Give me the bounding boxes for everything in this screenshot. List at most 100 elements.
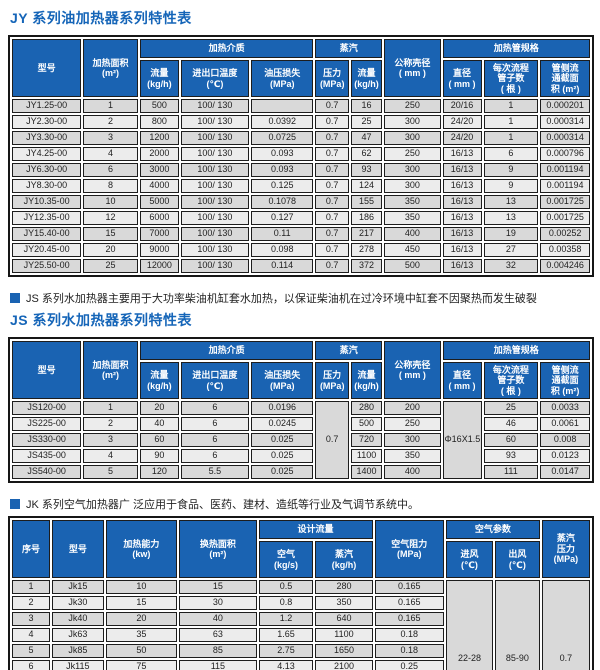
js-col-header-cross-area: 管侧流 通截面 积 (m²) xyxy=(540,362,590,399)
table-cell: 6 xyxy=(12,660,51,670)
table-row: JY20.45-00 20 9000 100/ 130 0.098 0.7 278 450 16… xyxy=(12,243,590,257)
table-cell: 85 xyxy=(179,644,257,658)
table-row: 3 Jk40 20 40 1.2 640 0.165 xyxy=(12,612,590,626)
table-cell: 1 xyxy=(83,401,138,415)
table-cell: 1400 xyxy=(350,465,383,479)
jy-section-title: JY 系列油加热器系列特性表 xyxy=(10,10,192,26)
table-cell: 5000 xyxy=(139,195,179,209)
jy-col-header-oil-loss: 油压损失 (MPa) xyxy=(250,60,314,97)
table-cell: 720 xyxy=(350,433,383,447)
table-cell: 100/ 130 xyxy=(180,99,249,113)
table-cell: 0.0033 xyxy=(540,401,590,415)
table-cell: 1200 xyxy=(139,131,179,145)
jk-col-header-no: 序号 xyxy=(12,520,51,578)
table-cell: 0.093 xyxy=(250,147,314,161)
table-cell: 0.11 xyxy=(250,227,314,241)
jk-table: 序号 型号 加热能力 (kw) 换热面积 (m²) 设计流量 空气阻力 (MPa… xyxy=(8,516,594,670)
table-cell: 16/13 xyxy=(442,227,482,241)
table-cell: 280 xyxy=(350,401,383,415)
table-cell: 0.7 xyxy=(315,227,349,241)
table-cell: 2100 xyxy=(315,660,373,670)
table-row: JS120-00 1 20 6 0.0196 0.7 280 200 Φ16X1.5 25 0.00… xyxy=(12,401,590,479)
table-cell: 0.127 xyxy=(250,211,314,225)
jk-group-header-air-params: 空气参数 xyxy=(445,520,540,539)
js-col-header-diameter: 直径 ( mm ) xyxy=(442,362,482,399)
table-cell: 4000 xyxy=(139,179,179,193)
table-cell: Jk40 xyxy=(52,612,104,626)
table-cell: 10 xyxy=(105,580,178,594)
table-cell: 300 xyxy=(384,131,441,145)
table-cell: 0.0196 xyxy=(250,401,314,415)
table-cell: 0.0392 xyxy=(250,115,314,129)
table-cell: 0.7 xyxy=(315,147,349,161)
table-cell: 372 xyxy=(350,259,383,273)
table-cell: 450 xyxy=(384,243,441,257)
table-cell: 4 xyxy=(83,147,138,161)
jk-col-header-outlet: 出风 (℃) xyxy=(494,541,540,578)
table-cell: 1 xyxy=(483,99,539,113)
table-cell: 0.0123 xyxy=(540,449,590,463)
table-cell: 0.000314 xyxy=(540,115,590,129)
table-cell: 25 xyxy=(83,259,138,273)
table-cell: Jk115 xyxy=(52,660,104,670)
table-cell: 13 xyxy=(483,195,539,209)
table-cell: 1650 xyxy=(315,644,373,658)
table-cell: Jk30 xyxy=(52,596,104,610)
table-cell: 0.1078 xyxy=(250,195,314,209)
jk-col-header-model: 型号 xyxy=(52,520,104,578)
table-cell: 1.2 xyxy=(258,612,314,626)
table-cell: 3 xyxy=(83,131,138,145)
table-cell: 30 xyxy=(179,596,257,610)
table-cell: JY15.40-00 xyxy=(12,227,82,241)
table-cell: 400 xyxy=(384,465,441,479)
js-col-header-area: 加热面积 (m²) xyxy=(83,341,138,399)
table-cell: 0.0147 xyxy=(540,465,590,479)
table-cell: 3 xyxy=(83,433,138,447)
table-row: 2 Jk30 15 30 0.8 350 0.165 xyxy=(12,596,590,610)
table-cell: 15 xyxy=(105,596,178,610)
table-cell: 0.114 xyxy=(250,259,314,273)
table-cell: 16/13 xyxy=(442,243,482,257)
table-cell: 500 xyxy=(350,417,383,431)
jy-group-header-steam: 蒸汽 xyxy=(315,39,383,58)
table-cell: 278 xyxy=(350,243,383,257)
table-cell: 16 xyxy=(350,99,383,113)
jk-col-header-exchange-area: 换热面积 (m²) xyxy=(179,520,257,578)
table-cell: 93 xyxy=(483,449,539,463)
table-cell: 20 xyxy=(139,401,179,415)
table-cell: 250 xyxy=(384,147,441,161)
table-cell: 25 xyxy=(483,401,539,415)
table-cell: 1 xyxy=(483,131,539,145)
table-cell: 50 xyxy=(105,644,178,658)
jy-col-header-steam-flow: 流量 (kg/h) xyxy=(350,60,383,97)
js-group-header-tube-spec: 加热管规格 xyxy=(442,341,590,360)
table-cell: JY8.30-00 xyxy=(12,179,82,193)
table-cell: JS225-00 xyxy=(12,417,82,431)
table-cell: 300 xyxy=(384,163,441,177)
merged-steam-pressure-cell: 0.7 xyxy=(541,580,590,670)
table-cell: 250 xyxy=(384,99,441,113)
table-cell: 2.75 xyxy=(258,644,314,658)
js-group-header-steam: 蒸汽 xyxy=(315,341,383,360)
jy-col-header-pressure: 压力 (MPa) xyxy=(315,60,349,97)
table-cell: 100/ 130 xyxy=(180,243,249,257)
jk-col-header-air: 空气 (kg/s) xyxy=(258,541,314,578)
table-cell: 0.165 xyxy=(374,612,444,626)
table-row: JY15.40-00 15 7000 100/ 130 0.11 0.7 217 400 16/… xyxy=(12,227,590,241)
table-cell: 0.18 xyxy=(374,644,444,658)
table-cell: JY10.35-00 xyxy=(12,195,82,209)
table-cell: 6 xyxy=(180,449,249,463)
table-cell: JY2.30-00 xyxy=(12,115,82,129)
table-cell: 90 xyxy=(139,449,179,463)
table-cell: 350 xyxy=(384,195,441,209)
table-cell: 10 xyxy=(83,195,138,209)
table-cell: 350 xyxy=(384,211,441,225)
jy-col-header-diameter: 直径 ( mm ) xyxy=(442,60,482,97)
table-cell: 16/13 xyxy=(442,195,482,209)
table-cell: 155 xyxy=(350,195,383,209)
table-row: JY6.30-00 6 3000 100/ 130 0.093 0.7 93 300 16/13… xyxy=(12,163,590,177)
js-col-header-flow: 流量 (kg/h) xyxy=(139,362,179,399)
table-cell: 300 xyxy=(384,433,441,447)
table-cell: 9000 xyxy=(139,243,179,257)
table-cell: 0.5 xyxy=(258,580,314,594)
